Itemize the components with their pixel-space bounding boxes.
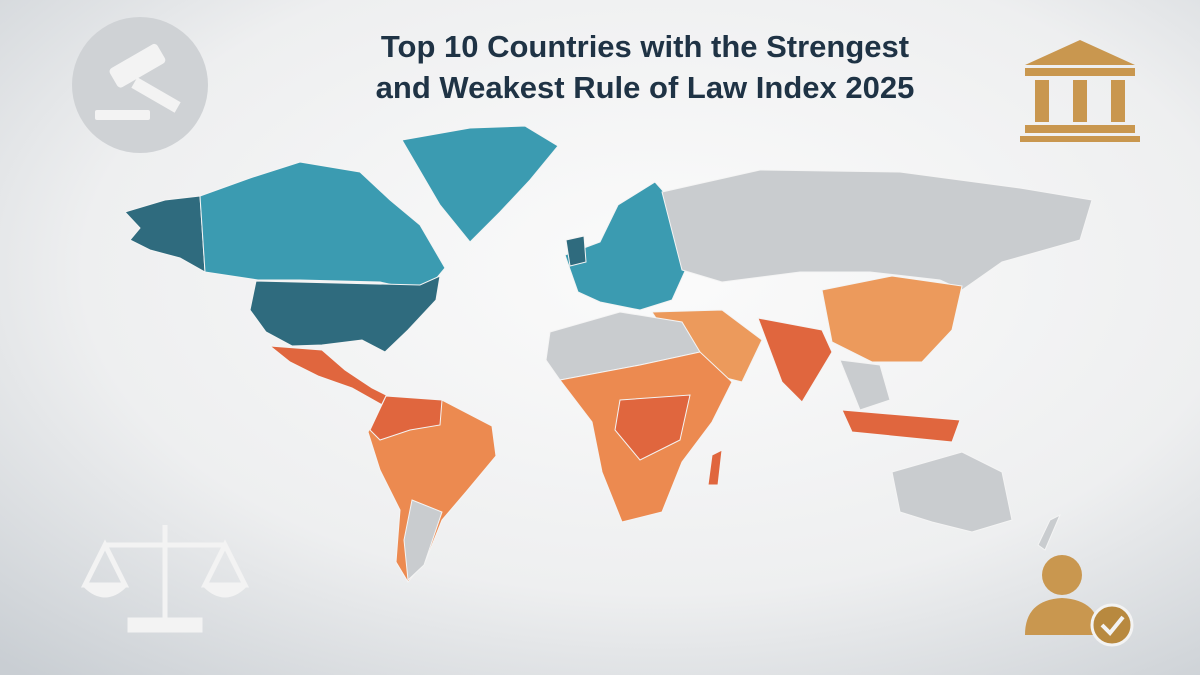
alaska	[124, 195, 206, 273]
new-zealand	[1037, 513, 1061, 551]
person-check-icon	[1025, 555, 1134, 647]
canada	[199, 161, 446, 293]
south-america-north	[369, 395, 443, 441]
world-map	[124, 125, 1093, 583]
usa	[249, 275, 441, 353]
scales-icon	[80, 525, 250, 633]
greenland	[401, 125, 559, 243]
southeast-asia	[839, 359, 891, 411]
building-icon	[1020, 40, 1140, 142]
south-asia	[757, 317, 833, 403]
indonesia	[841, 409, 961, 443]
southern-cone	[403, 499, 443, 582]
title-line: Top 10 Countries with the Strengest	[381, 29, 909, 64]
russia	[661, 169, 1093, 291]
madagascar	[707, 449, 723, 486]
central-africa	[614, 394, 691, 461]
australia	[891, 451, 1013, 533]
gavel-icon	[72, 17, 208, 153]
china	[821, 275, 963, 363]
title-line: and Weakest Rule of Law Index 2025	[376, 70, 915, 105]
uk	[565, 235, 587, 267]
